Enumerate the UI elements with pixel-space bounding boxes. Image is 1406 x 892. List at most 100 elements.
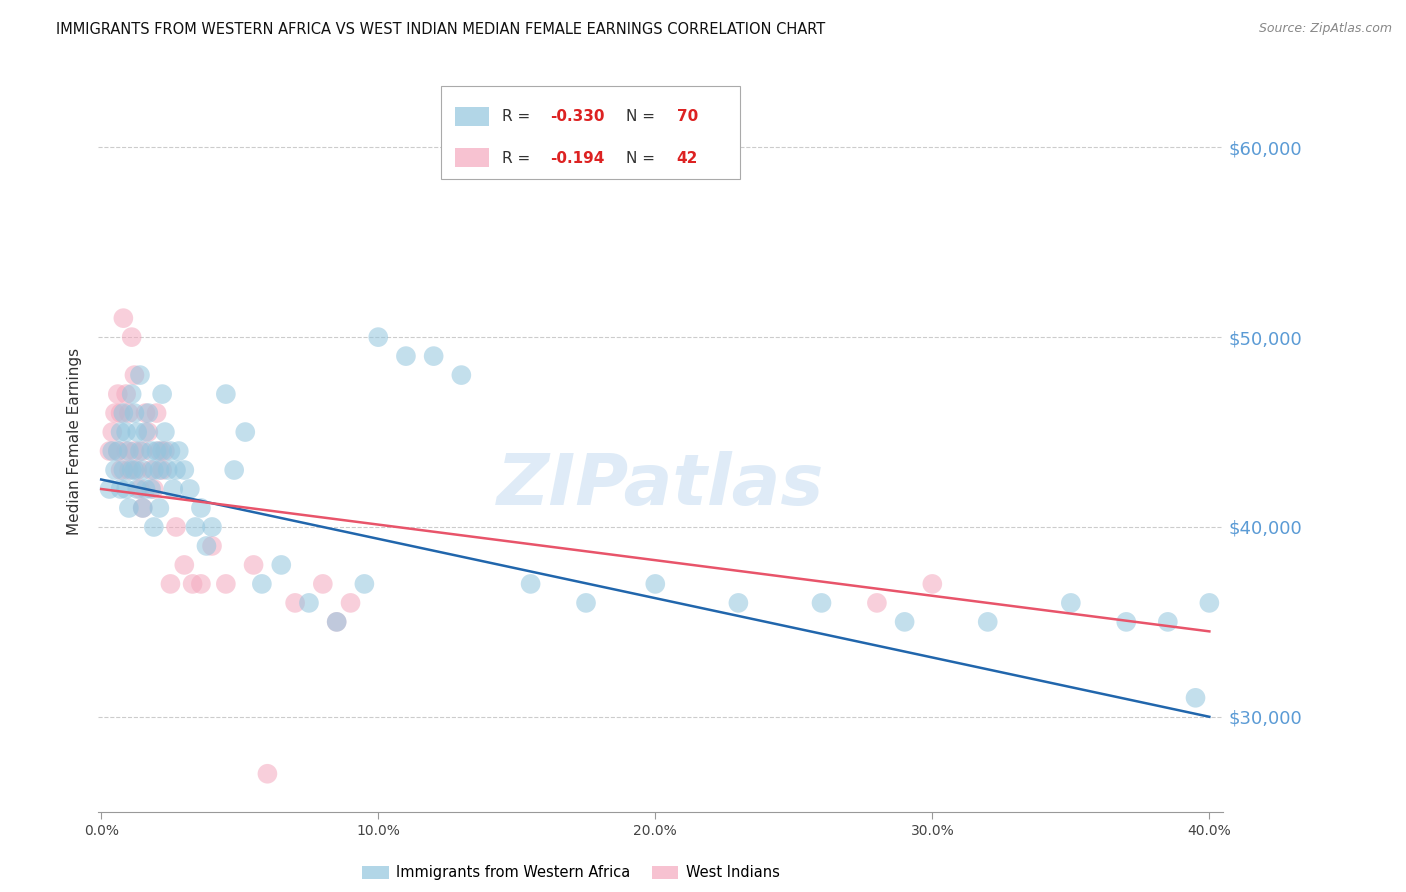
Point (139, 463, 162, 477)
Point (148, 500, 170, 515)
Point (104, 406, 127, 420)
Point (201, 520, 224, 534)
Point (124, 406, 146, 420)
Point (127, 425, 149, 439)
Point (1060, 596, 1083, 610)
Point (101, 425, 124, 439)
Point (107, 444, 129, 458)
Text: R =: R = (502, 109, 536, 124)
Point (121, 463, 143, 477)
Point (893, 615, 915, 629)
Point (129, 368, 152, 383)
Point (115, 425, 138, 439)
Point (173, 463, 195, 477)
Point (165, 463, 187, 477)
Point (810, 596, 832, 610)
Point (519, 577, 541, 591)
Point (298, 596, 321, 610)
Text: Source: ZipAtlas.com: Source: ZipAtlas.com (1258, 22, 1392, 36)
Point (134, 482, 156, 496)
Point (142, 520, 165, 534)
Point (921, 577, 943, 591)
Text: R =: R = (502, 151, 536, 166)
Point (134, 425, 156, 439)
Point (127, 463, 149, 477)
Point (139, 482, 162, 496)
Point (233, 425, 256, 439)
Point (124, 463, 146, 477)
Point (136, 425, 159, 439)
Y-axis label: Median Female Earnings: Median Female Earnings (67, 348, 83, 535)
Point (284, 596, 307, 610)
Point (179, 482, 201, 496)
Point (118, 463, 141, 477)
Point (242, 558, 264, 572)
Point (173, 558, 195, 572)
Point (1115, 615, 1137, 629)
Point (150, 463, 173, 477)
Point (115, 482, 138, 496)
Point (121, 387, 143, 401)
Point (104, 463, 127, 477)
Point (145, 406, 167, 420)
Point (110, 406, 132, 420)
Legend: Immigrants from Western Africa, West Indians: Immigrants from Western Africa, West Ind… (357, 859, 785, 886)
Point (112, 463, 135, 477)
Point (256, 766, 278, 780)
Point (132, 463, 155, 477)
Point (353, 577, 375, 591)
Point (224, 463, 246, 477)
Point (215, 387, 238, 401)
Point (110, 425, 132, 439)
Point (325, 615, 347, 629)
Point (1198, 596, 1220, 610)
Point (153, 425, 176, 439)
Point (110, 482, 132, 496)
Point (145, 444, 167, 458)
Point (977, 615, 1000, 629)
Point (150, 444, 173, 458)
Point (112, 311, 135, 326)
Point (201, 539, 224, 553)
Point (153, 444, 176, 458)
Point (121, 330, 143, 344)
Point (156, 463, 179, 477)
Point (129, 482, 152, 496)
Point (110, 463, 132, 477)
Point (124, 368, 146, 383)
Point (118, 500, 141, 515)
Point (367, 330, 389, 344)
Point (124, 444, 146, 458)
Text: -0.194: -0.194 (551, 151, 605, 166)
Point (115, 444, 138, 458)
Point (190, 577, 212, 591)
Point (866, 596, 889, 610)
Point (165, 520, 187, 534)
Point (107, 387, 129, 401)
Point (132, 500, 155, 515)
Point (150, 387, 173, 401)
Text: IMMIGRANTS FROM WESTERN AFRICA VS WEST INDIAN MEDIAN FEMALE EARNINGS CORRELATION: IMMIGRANTS FROM WESTERN AFRICA VS WEST I… (56, 22, 825, 37)
Point (127, 482, 149, 496)
Point (118, 444, 141, 458)
Point (312, 577, 335, 591)
FancyBboxPatch shape (456, 148, 489, 167)
Text: 42: 42 (676, 151, 697, 166)
Point (575, 596, 598, 610)
Point (148, 463, 170, 477)
Text: N =: N = (626, 109, 659, 124)
Text: 70: 70 (676, 109, 697, 124)
Point (132, 444, 155, 458)
FancyBboxPatch shape (441, 87, 740, 178)
Point (134, 406, 156, 420)
Point (148, 444, 170, 458)
Point (118, 406, 141, 420)
Point (270, 558, 292, 572)
Point (112, 406, 135, 420)
Point (98, 444, 121, 458)
FancyBboxPatch shape (456, 107, 489, 126)
Point (159, 577, 181, 591)
Point (1184, 690, 1206, 705)
Point (215, 577, 238, 591)
Point (162, 482, 184, 496)
